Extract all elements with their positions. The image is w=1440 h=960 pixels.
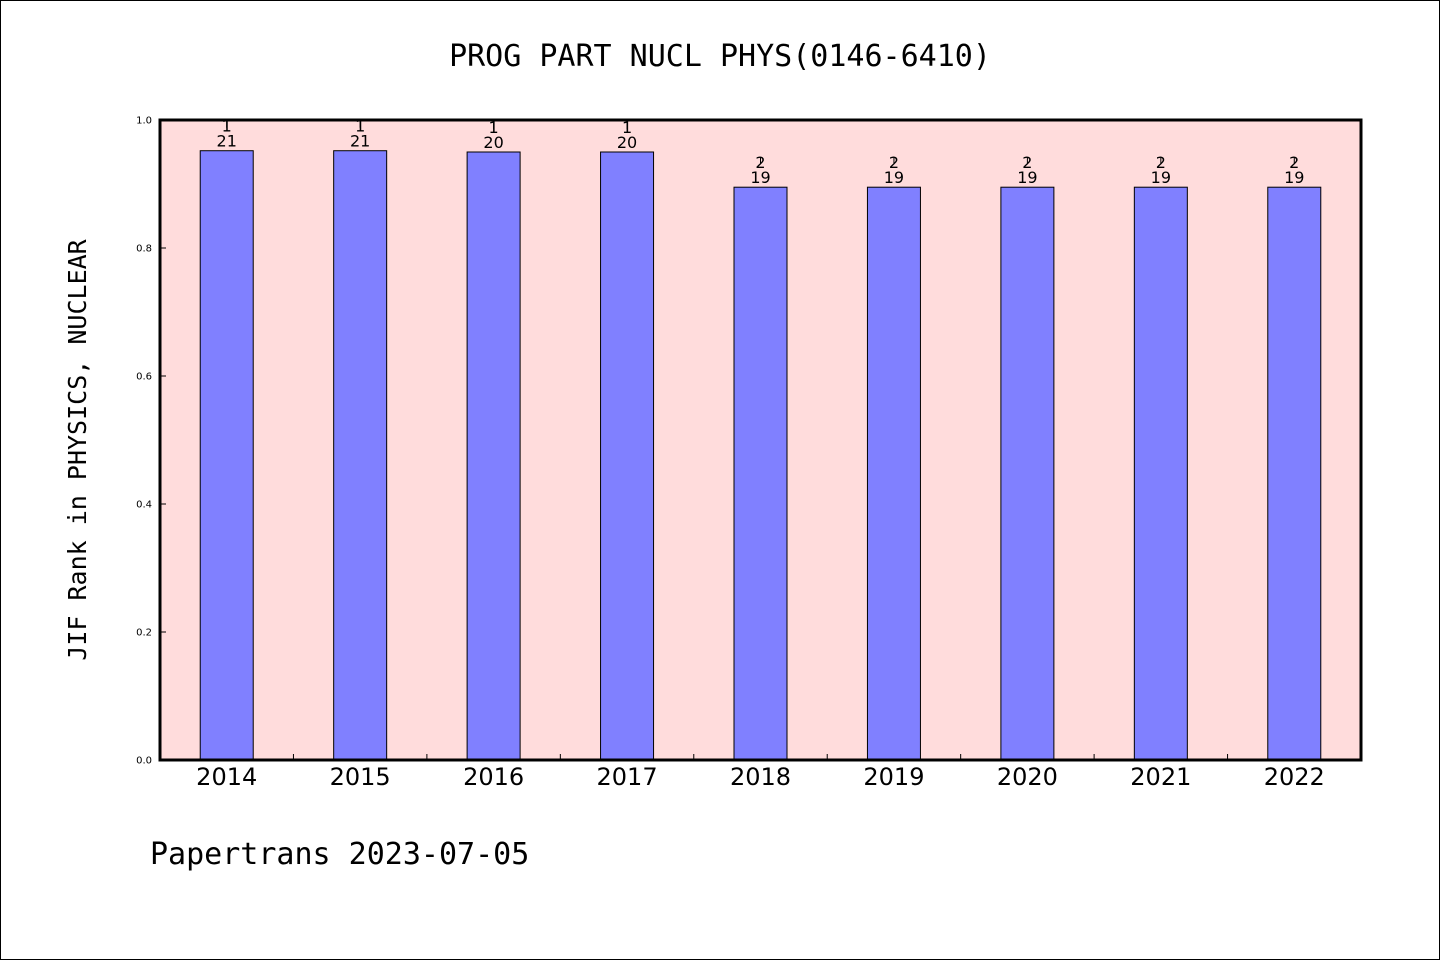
x-tick-label: 2016 <box>463 763 524 791</box>
bar-2021 <box>1133 186 1188 761</box>
bar-2018 <box>733 186 788 761</box>
bar-2014 <box>199 150 254 761</box>
bars <box>199 150 1322 761</box>
y-tick-label: 0.2 <box>136 628 152 639</box>
y-tick-label: 0.4 <box>136 500 152 511</box>
y-tick-label: 0.6 <box>136 372 152 383</box>
x-tick-label: 2020 <box>997 763 1058 791</box>
x-tick-label: 2018 <box>730 763 791 791</box>
y-tick-label: 0.8 <box>136 244 152 255</box>
bar-total-label: 20 <box>617 133 637 152</box>
plot-border <box>158 118 1363 762</box>
bar-rank-label: 1 <box>355 117 365 136</box>
x-tick-label: 2019 <box>863 763 924 791</box>
y-tick-label: 1.0 <box>136 116 152 127</box>
chart-title: PROG PART NUCL PHYS(0146-6410) <box>449 39 991 74</box>
bar-2020 <box>1000 186 1055 761</box>
bar-rank-label: 2 <box>1156 153 1166 172</box>
bar-total-label: 19 <box>884 168 904 187</box>
bar-2016 <box>466 151 521 761</box>
x-tick-label: 2021 <box>1130 763 1191 791</box>
bar-total-label: 19 <box>1017 168 1037 187</box>
bar-rank-label: 2 <box>889 153 899 172</box>
bar-rank-label: 2 <box>755 153 765 172</box>
bar-2019 <box>866 186 921 761</box>
bar-2022 <box>1267 186 1322 761</box>
y-axis-label: JIF Rank in PHYSICS, NUCLEAR <box>63 238 92 660</box>
x-tick-label: 2017 <box>597 763 658 791</box>
bar-total-label: 19 <box>1151 168 1171 187</box>
x-tick-label: 2014 <box>196 763 257 791</box>
bar-rank-label: 1 <box>222 117 232 136</box>
bar-total-label: 20 <box>483 133 503 152</box>
bar-2017 <box>600 151 655 761</box>
bar-rank-label: 2 <box>1289 153 1299 172</box>
bar-total-label: 19 <box>750 168 770 187</box>
bar-total-label: 19 <box>1284 168 1304 187</box>
y-tick-label: 0.0 <box>136 756 152 767</box>
bar-total-label: 21 <box>350 132 370 151</box>
bar-2015 <box>333 150 388 761</box>
bar-rank-label: 1 <box>489 118 499 137</box>
bar-rank-label: 2 <box>1022 153 1032 172</box>
x-tick-label: 2015 <box>330 763 391 791</box>
x-tick-label: 2022 <box>1264 763 1325 791</box>
bar-rank-label: 1 <box>622 118 632 137</box>
x-axis-ticks: 2014 2015 2016 2017 2018 2019 2020 2021 2022 <box>196 754 1325 791</box>
bar-total-label: 21 <box>217 132 237 151</box>
footer-credit: Papertrans 2023-07-05 <box>150 837 529 872</box>
